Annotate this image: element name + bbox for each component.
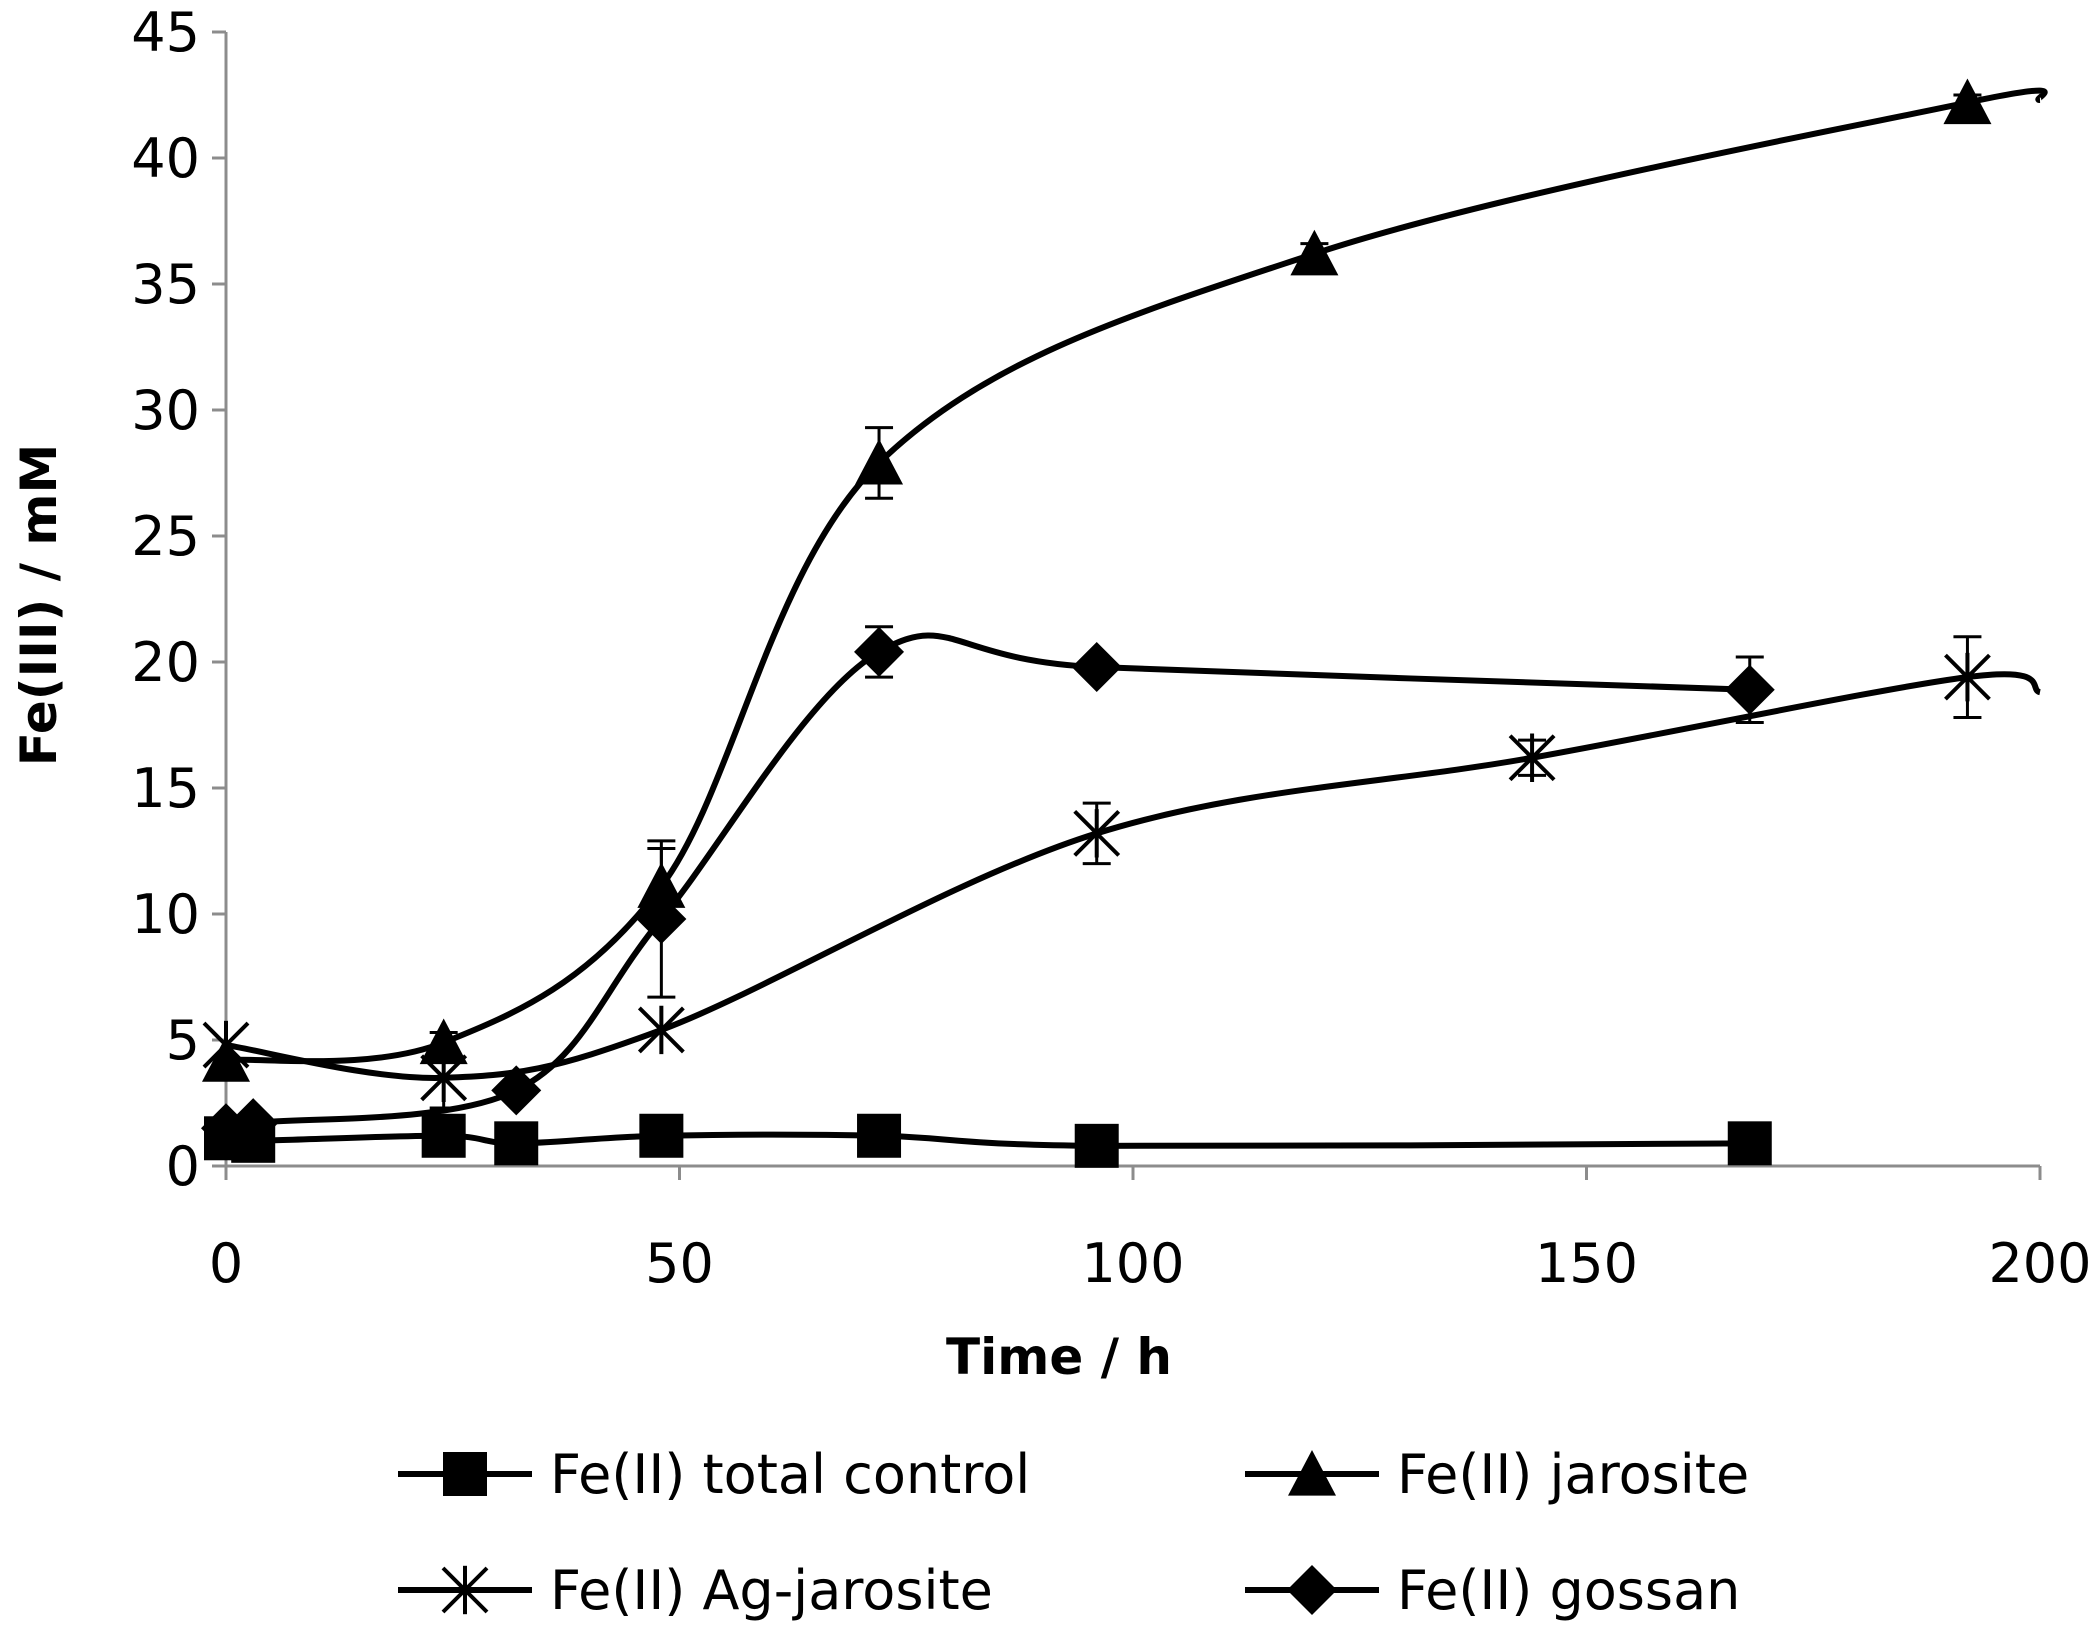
legend-label: Fe(II) Ag-jarosite (550, 1559, 993, 1622)
legend: Fe(II) total control Fe(II) jarosite Fe(II… (398, 1443, 1749, 1622)
marker-fe-ii-gossan (636, 894, 687, 945)
legend-marker (1287, 1565, 1337, 1615)
legend-item-fe-ii-ag-jarosite: Fe(II) Ag-jarosite (398, 1559, 993, 1622)
error-bars (429, 93, 1982, 1110)
marker-fe-ii-gossan (491, 1065, 542, 1116)
marker-fe-ii-total-control (639, 1113, 684, 1158)
series-curves (220, 87, 2048, 1150)
marker-fe-ii-gossan (1071, 642, 1122, 693)
x-axis-title: Time / h (946, 1328, 1172, 1386)
marker-fe-ii-gossan (228, 1098, 279, 1149)
x-tick-label: 0 (209, 1232, 243, 1295)
y-tick-label: 5 (166, 1009, 200, 1072)
x-tick-label: 150 (1535, 1232, 1638, 1295)
y-tick-label: 0 (166, 1135, 200, 1198)
legend-marker (441, 1565, 489, 1615)
marker-fe-ii-total-control (494, 1121, 539, 1166)
marker-fe-ii-total-control (421, 1113, 466, 1158)
legend-label: Fe(II) total control (550, 1443, 1030, 1506)
y-tick-label: 35 (131, 253, 200, 316)
x-tick-label: 50 (645, 1232, 714, 1295)
marker-fe-ii-ag-jarosite (637, 1005, 685, 1055)
legend-marker (1288, 1450, 1336, 1496)
curve-fe-ii-ag-jarosite (225, 671, 2042, 1081)
marker-fe-ii-jarosite (637, 862, 686, 908)
axes: 0 5 10 15 20 25 30 35 40 45 0 50 100 150 200 (131, 1, 2091, 1295)
marker-fe-ii-jarosite (855, 438, 904, 485)
marker-fe-ii-ag-jarosite (420, 1053, 468, 1102)
marker-fe-ii-jarosite (1943, 78, 1992, 125)
legend-item-fe-ii-total-control: Fe(II) total control (398, 1443, 1030, 1506)
legend-item-fe-ii-jarosite: Fe(II) jarosite (1245, 1443, 1749, 1506)
curve-fe-ii-gossan (220, 632, 1750, 1132)
curve-fe-ii-jarosite (225, 87, 2048, 1065)
marker-fe-ii-total-control (1074, 1123, 1119, 1168)
y-tick-label: 10 (131, 883, 200, 946)
legend-label: Fe(II) jarosite (1397, 1443, 1749, 1506)
marker-fe-ii-total-control (1727, 1121, 1772, 1166)
marker-fe-ii-gossan (854, 626, 905, 677)
curve-fe-ii-total-control (223, 1131, 1750, 1150)
y-tick-label: 40 (131, 127, 200, 190)
x-tick-label: 100 (1081, 1232, 1184, 1295)
x-tick-label: 200 (1988, 1232, 2091, 1295)
y-tick-label: 20 (131, 631, 200, 694)
legend-item-fe-ii-gossan: Fe(II) gossan (1245, 1559, 1740, 1622)
marker-fe-ii-ag-jarosite (1073, 809, 1121, 858)
marker-fe-ii-ag-jarosite (202, 1020, 250, 1070)
marker-fe-ii-ag-jarosite (1944, 652, 1991, 702)
y-axis-title: Fe(III) / mM (10, 444, 68, 767)
marker-fe-ii-jarosite (419, 1018, 468, 1065)
legend-marker (443, 1452, 487, 1496)
marker-fe-ii-jarosite (1290, 229, 1339, 276)
y-tick-label: 45 (131, 1, 200, 64)
marker-fe-ii-total-control (857, 1113, 902, 1158)
y-tick-label: 30 (131, 379, 200, 442)
marker-fe-ii-ag-jarosite (1508, 733, 1556, 782)
marker-fe-ii-gossan (1724, 664, 1775, 715)
legend-label: Fe(II) gossan (1397, 1559, 1740, 1622)
y-tick-label: 25 (131, 505, 200, 568)
y-tick-label: 15 (131, 757, 200, 820)
series-markers (201, 78, 1992, 1168)
